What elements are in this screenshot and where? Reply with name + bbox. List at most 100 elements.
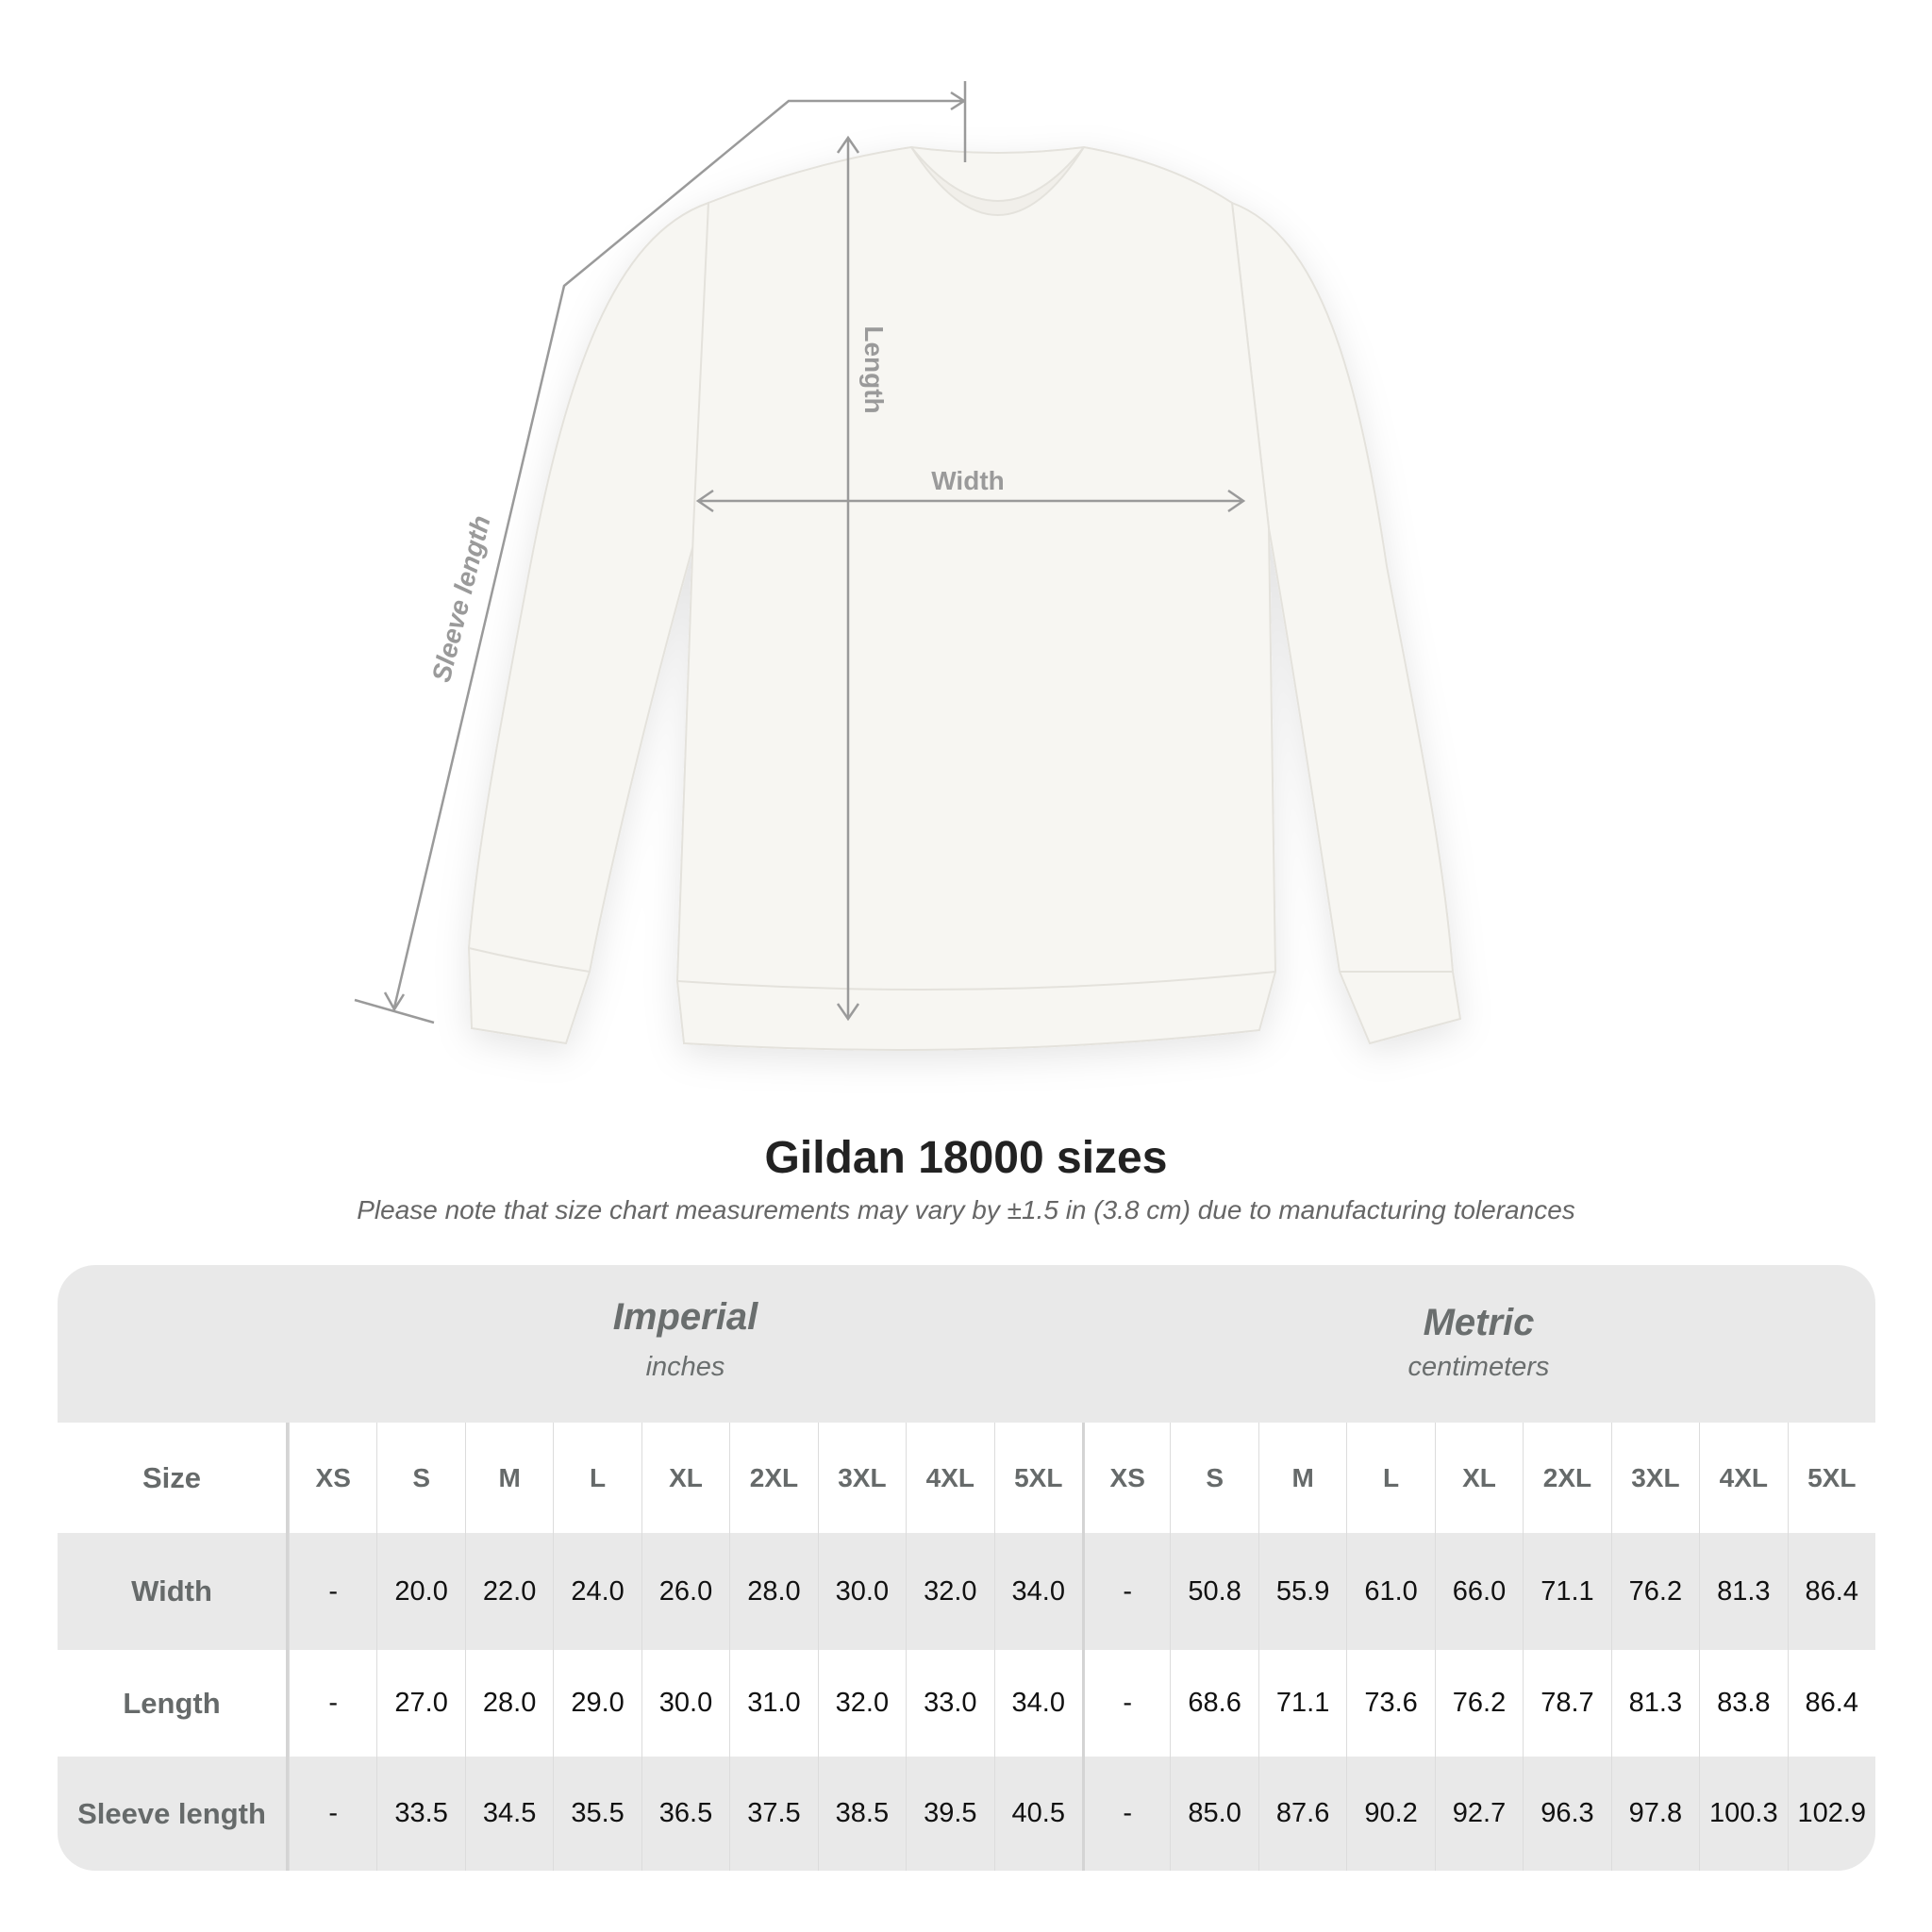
imperial-value-cell: 20.0 [376, 1533, 464, 1650]
metric-size-5xl: 5XL [1787, 1423, 1875, 1533]
table-row: Length -27.0 28.0 29.0 30.0 31.0 32.0 33.0 34.0-… [58, 1650, 1875, 1757]
imperial-value-cell: 36.5 [641, 1757, 729, 1871]
metric-value-cell: 86.4 [1787, 1650, 1875, 1757]
imperial-value-cell: 33.0 [906, 1650, 993, 1757]
imperial-value-cell: 24.0 [553, 1533, 641, 1650]
metric-value-cell: 102.9 [1787, 1757, 1875, 1871]
imperial-value-cell: 40.5 [993, 1757, 1082, 1871]
length-label: Length [859, 325, 889, 413]
imperial-value-cell: 37.5 [729, 1757, 817, 1871]
metric-size-l: L [1346, 1423, 1434, 1533]
metric-value-cell: - [1081, 1757, 1170, 1871]
imperial-value-cell: 29.0 [553, 1650, 641, 1757]
imperial-size-s: S [376, 1423, 464, 1533]
metric-size-2xl: 2XL [1523, 1423, 1610, 1533]
imperial-value-cell: - [289, 1650, 376, 1757]
metric-value-cell: 83.8 [1699, 1650, 1787, 1757]
imperial-value-cell: 32.0 [817, 1650, 906, 1757]
metric-value-cell: 100.3 [1699, 1757, 1787, 1871]
imperial-value-cell: 28.0 [464, 1650, 553, 1757]
measurement-lines [354, 81, 1246, 1024]
table-row: Sleeve length -33.5 34.5 35.5 36.5 37.5 38.5 39… [58, 1757, 1875, 1871]
imperial-value-cell: 30.0 [817, 1533, 906, 1650]
imperial-unit: inches [645, 1352, 725, 1382]
imperial-value-cell: 33.5 [376, 1757, 464, 1871]
metric-value-cell: 81.3 [1610, 1650, 1699, 1757]
imperial-title: Imperial [612, 1296, 758, 1338]
metric-value-cell: - [1081, 1650, 1170, 1757]
metric-value-cell: 55.9 [1257, 1533, 1346, 1650]
left-sleeve [467, 201, 710, 1045]
metric-value-cell: 86.4 [1787, 1533, 1875, 1650]
right-sleeve [1230, 201, 1462, 1045]
imperial-value-cell: 32.0 [906, 1533, 993, 1650]
imperial-value-cell: 27.0 [376, 1650, 464, 1757]
metric-size-s: S [1170, 1423, 1257, 1533]
size-header-row: Size XS S M L XL 2XL 3XL 4XL 5XL XS S M L XL 2XL 3XL 4XL 5… [58, 1423, 1875, 1533]
imperial-value-cell: 34.0 [993, 1533, 1082, 1650]
imperial-value-cell: 26.0 [641, 1533, 729, 1650]
metric-value-cell: 61.0 [1346, 1533, 1434, 1650]
row-label: Sleeve length [58, 1757, 289, 1871]
imperial-size-m: M [464, 1423, 553, 1533]
hem-rib [676, 971, 1276, 991]
imperial-value-cell: 34.0 [993, 1650, 1082, 1757]
metric-value-cell: 96.3 [1523, 1757, 1610, 1871]
length-arrow [836, 135, 860, 1022]
metric-value-cell: 76.2 [1434, 1650, 1523, 1757]
metric-unit: centimeters [1407, 1352, 1550, 1382]
sleeve-length-label: Sleeve length [426, 512, 496, 685]
body [675, 145, 1277, 1051]
metric-value-cell: 73.6 [1346, 1650, 1434, 1757]
imperial-size-xs: XS [289, 1423, 376, 1533]
imperial-value-cell: 35.5 [553, 1757, 641, 1871]
metric-size-xl: XL [1434, 1423, 1523, 1533]
metric-value-cell: 71.1 [1257, 1650, 1346, 1757]
width-arrow [695, 489, 1246, 513]
metric-value-cell: 97.8 [1610, 1757, 1699, 1871]
metric-value-cell: 78.7 [1523, 1650, 1610, 1757]
metric-header: Metric centimeters [1082, 1271, 1875, 1428]
metric-value-cell: 81.3 [1699, 1533, 1787, 1650]
imperial-header: Imperial inches [289, 1265, 1082, 1423]
imperial-value-cell: 28.0 [729, 1533, 817, 1650]
table-row: Width -20.0 22.0 24.0 26.0 28.0 30.0 32.0 34.0-5… [58, 1533, 1875, 1650]
imperial-value-cell: 22.0 [464, 1533, 553, 1650]
imperial-size-l: L [553, 1423, 641, 1533]
tolerance-note: Please note that size chart measurements… [357, 1195, 1575, 1224]
metric-value-cell: 50.8 [1170, 1533, 1257, 1650]
page-title: Gildan 18000 sizes [764, 1133, 1168, 1183]
row-label: Width [58, 1533, 289, 1650]
imperial-value-cell: - [289, 1533, 376, 1650]
metric-size-4xl: 4XL [1699, 1423, 1787, 1533]
imperial-value-cell: - [289, 1757, 376, 1871]
unit-header-band [58, 1265, 1875, 1423]
imperial-size-5xl: 5XL [993, 1423, 1082, 1533]
sweatshirt-illustration [467, 145, 1462, 1051]
imperial-value-cell: 39.5 [906, 1757, 993, 1871]
row-label: Length [58, 1650, 289, 1757]
metric-size-3xl: 3XL [1610, 1423, 1699, 1533]
metric-value-cell: 85.0 [1170, 1757, 1257, 1871]
size-chart-table: Imperial inches Metric centimeters Size X… [58, 1265, 1875, 1871]
metric-value-cell: 87.6 [1257, 1757, 1346, 1871]
metric-value-cell: 76.2 [1610, 1533, 1699, 1650]
left-cuff-rib [468, 947, 591, 973]
metric-value-cell: - [1081, 1533, 1170, 1650]
sleeve-length-line [354, 81, 967, 1024]
imperial-value-cell: 38.5 [817, 1757, 906, 1871]
imperial-value-cell: 34.5 [464, 1757, 553, 1871]
imperial-size-3xl: 3XL [817, 1423, 906, 1533]
imperial-size-xl: XL [641, 1423, 729, 1533]
collar [910, 146, 1085, 216]
metric-value-cell: 90.2 [1346, 1757, 1434, 1871]
sweatshirt-diagram: Length Width Sleeve length [354, 81, 1462, 1051]
metric-value-cell: 92.7 [1434, 1757, 1523, 1871]
imperial-value-cell: 30.0 [641, 1650, 729, 1757]
metric-size-m: M [1257, 1423, 1346, 1533]
imperial-size-4xl: 4XL [906, 1423, 993, 1533]
metric-title: Metric [1423, 1302, 1535, 1343]
width-label: Width [931, 466, 1005, 495]
size-header-label: Size [58, 1423, 289, 1533]
metric-size-xs: XS [1081, 1423, 1170, 1533]
